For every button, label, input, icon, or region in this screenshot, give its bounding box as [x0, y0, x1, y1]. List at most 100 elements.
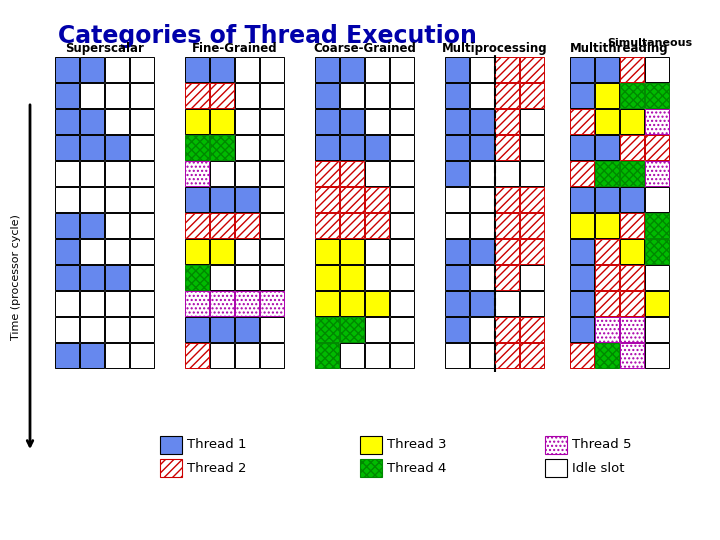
Bar	[495, 135, 519, 160]
Bar	[570, 57, 594, 82]
Bar	[105, 213, 129, 238]
Bar	[105, 317, 129, 342]
Bar	[390, 83, 414, 108]
Bar	[185, 57, 209, 82]
Bar	[130, 343, 154, 368]
Bar	[260, 291, 284, 316]
Bar	[645, 187, 669, 212]
Bar	[210, 109, 234, 134]
Bar	[105, 135, 129, 160]
Bar	[130, 109, 154, 134]
Bar	[595, 343, 619, 368]
Bar	[365, 187, 389, 212]
Bar	[235, 109, 259, 134]
Bar	[570, 291, 594, 316]
Bar	[340, 213, 364, 238]
Bar	[470, 135, 494, 160]
Bar	[260, 213, 284, 238]
Bar	[130, 161, 154, 186]
Bar	[445, 187, 469, 212]
Bar	[340, 265, 364, 290]
Bar	[160, 436, 182, 454]
Bar	[390, 57, 414, 82]
Bar	[340, 57, 364, 82]
Bar	[260, 317, 284, 342]
Bar	[520, 291, 544, 316]
Bar	[80, 135, 104, 160]
Bar	[235, 317, 259, 342]
Bar	[470, 317, 494, 342]
Bar	[470, 161, 494, 186]
Bar	[80, 187, 104, 212]
Bar	[645, 57, 669, 82]
Bar	[595, 291, 619, 316]
Bar	[595, 213, 619, 238]
Bar	[55, 239, 79, 264]
Bar	[260, 265, 284, 290]
Bar	[315, 187, 339, 212]
Bar	[470, 83, 494, 108]
Bar	[365, 109, 389, 134]
Bar	[570, 265, 594, 290]
Bar	[445, 135, 469, 160]
Bar	[365, 83, 389, 108]
Bar	[340, 83, 364, 108]
Bar	[365, 291, 389, 316]
Bar	[570, 109, 594, 134]
Bar	[570, 161, 594, 186]
Bar	[620, 239, 644, 264]
Bar	[260, 343, 284, 368]
Bar	[130, 135, 154, 160]
Bar	[520, 213, 544, 238]
Bar	[645, 161, 669, 186]
Bar	[340, 161, 364, 186]
Bar	[105, 57, 129, 82]
Bar	[495, 187, 519, 212]
Bar	[210, 265, 234, 290]
Bar	[495, 239, 519, 264]
Bar	[55, 291, 79, 316]
Bar	[595, 239, 619, 264]
Bar	[315, 135, 339, 160]
Bar	[130, 57, 154, 82]
Bar	[360, 459, 382, 477]
Bar	[445, 161, 469, 186]
Bar	[80, 317, 104, 342]
Bar	[365, 161, 389, 186]
Bar	[445, 83, 469, 108]
Bar	[520, 239, 544, 264]
Bar	[260, 57, 284, 82]
Bar	[235, 291, 259, 316]
Bar	[570, 135, 594, 160]
Text: Superscalar: Superscalar	[65, 42, 144, 55]
Bar	[130, 317, 154, 342]
Bar	[595, 135, 619, 160]
Bar	[160, 459, 182, 477]
Text: Thread 3: Thread 3	[387, 438, 446, 451]
Bar	[80, 265, 104, 290]
Bar	[55, 343, 79, 368]
Bar	[185, 83, 209, 108]
Bar	[520, 265, 544, 290]
Bar	[390, 135, 414, 160]
Bar	[315, 161, 339, 186]
Bar	[445, 291, 469, 316]
Text: Multiprocessing: Multiprocessing	[441, 42, 547, 55]
Bar	[445, 265, 469, 290]
Bar	[620, 109, 644, 134]
Bar	[185, 343, 209, 368]
Text: Idle slot: Idle slot	[572, 462, 624, 475]
Bar	[315, 213, 339, 238]
Bar	[645, 135, 669, 160]
Bar	[260, 187, 284, 212]
Bar	[130, 213, 154, 238]
Bar	[315, 343, 339, 368]
Bar	[55, 57, 79, 82]
Bar	[520, 317, 544, 342]
Bar	[80, 343, 104, 368]
Bar	[80, 57, 104, 82]
Bar	[55, 265, 79, 290]
Bar	[620, 213, 644, 238]
Bar	[315, 239, 339, 264]
Bar	[445, 213, 469, 238]
